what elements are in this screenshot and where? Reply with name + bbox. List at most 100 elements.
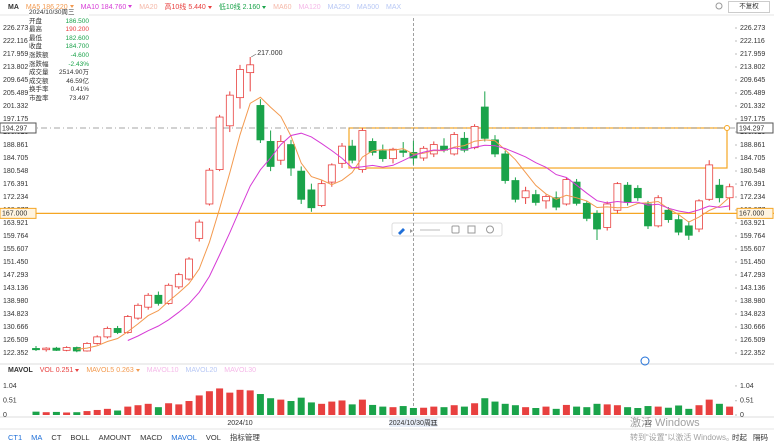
volume-bar xyxy=(583,407,591,415)
indicator[interactable]: MAVOL20 xyxy=(186,367,218,374)
y-tick-label: 138.980 xyxy=(740,298,765,305)
volume-bar xyxy=(654,406,662,415)
price-line-label: 194.297 xyxy=(2,125,27,132)
candle-body xyxy=(623,184,632,203)
price-line-label-box xyxy=(0,122,37,134)
candle-body xyxy=(705,164,714,200)
candle-body xyxy=(552,197,561,208)
indicator[interactable]: MA250 xyxy=(328,4,350,11)
y-tick-label: 143.136 xyxy=(3,285,28,292)
lock-icon[interactable] xyxy=(451,225,460,234)
indicator[interactable]: MAVOL10 xyxy=(147,367,179,374)
candle-body xyxy=(52,347,61,351)
candle-body xyxy=(225,94,234,127)
candle-body xyxy=(542,196,550,202)
candle-body xyxy=(603,203,612,228)
watermark: 转到“设置”以激活 Windows。 xyxy=(630,433,735,442)
price-line-label: 194.297 xyxy=(739,125,764,132)
indicator[interactable]: MAVOL30 xyxy=(224,367,256,374)
ma-line xyxy=(76,96,730,350)
tab[interactable]: CT1 xyxy=(8,433,23,442)
y-tick-label: 226.273 xyxy=(740,25,765,32)
volume-bar xyxy=(185,401,193,415)
event-marker[interactable] xyxy=(640,356,650,366)
info-label: 换手率 xyxy=(29,86,49,94)
volume-bar xyxy=(450,405,458,415)
info-value: 73.497 xyxy=(69,94,89,102)
indicator[interactable]: 低10线 2.160 xyxy=(219,2,266,12)
candle-body xyxy=(195,221,204,239)
arrow-icon[interactable] xyxy=(410,229,413,233)
volume-bar xyxy=(205,391,213,415)
volume-bar xyxy=(297,397,305,415)
candle-body xyxy=(582,202,591,219)
volume-bar xyxy=(154,407,162,415)
info-date: 2024/10/30周三 xyxy=(29,9,75,16)
candle-body xyxy=(674,219,683,233)
y-tick-label: 213.802 xyxy=(3,64,28,71)
volume-bar xyxy=(52,411,60,415)
info-row: 最高 190.200 xyxy=(29,26,89,35)
volume-bar xyxy=(664,407,672,415)
tab[interactable]: MACD xyxy=(140,433,163,442)
tab[interactable]: VOL xyxy=(205,433,221,442)
indicator[interactable]: 高10线 5.440 xyxy=(165,2,212,12)
candle-body xyxy=(348,145,357,161)
adjust-button[interactable]: 不复权 xyxy=(728,1,770,13)
settings-icon[interactable] xyxy=(715,2,723,10)
x-tick-label: 11 xyxy=(430,420,437,427)
indicator[interactable]: MAX xyxy=(386,4,401,11)
volume-bar xyxy=(226,392,234,415)
candle-body xyxy=(358,130,367,170)
tab[interactable]: AMOUNT xyxy=(98,433,132,442)
right-button[interactable]: 时起 xyxy=(732,433,747,442)
indicator[interactable]: MA120 xyxy=(298,4,320,11)
candle-body xyxy=(450,134,459,155)
indicator-tabs: CT1 MA CT BOLL AMOUNT MACD MAVOL VOL 指标管理 xyxy=(0,430,260,445)
tab[interactable]: BOLL xyxy=(70,433,90,442)
candle-body xyxy=(307,189,316,209)
floating-toolbar[interactable] xyxy=(391,222,503,237)
indicator-value: 184.760 xyxy=(100,3,127,11)
indicator[interactable]: MA500 xyxy=(357,4,379,11)
settings-icon[interactable] xyxy=(486,225,494,234)
volume-bar xyxy=(532,408,540,415)
candle-body xyxy=(32,348,40,351)
candle-body xyxy=(134,304,142,319)
right-buttons: 时起 隔码 xyxy=(732,430,768,445)
volume-bar xyxy=(593,403,601,415)
volume-bar xyxy=(481,398,489,415)
indicator[interactable]: VOL 0.251 xyxy=(40,367,80,374)
info-row: 市盈率 73.497 xyxy=(29,95,89,104)
candle-body xyxy=(174,274,183,288)
candle-body xyxy=(317,183,326,206)
pen-icon[interactable] xyxy=(398,228,405,235)
candle-body xyxy=(327,164,336,183)
tab[interactable]: MA xyxy=(31,433,43,442)
y-tick-label: 155.607 xyxy=(740,246,765,253)
tab[interactable]: MAVOL xyxy=(171,433,197,442)
tab[interactable]: 指标管理 xyxy=(229,433,260,442)
x-tick-label: 12 xyxy=(644,420,652,427)
candle-body xyxy=(429,144,438,155)
volume-bar xyxy=(379,406,387,415)
volume-bar xyxy=(338,400,346,415)
indicator[interactable]: MA60 xyxy=(273,4,291,11)
indicator[interactable]: MA20 xyxy=(139,4,157,11)
delete-icon[interactable] xyxy=(467,225,476,234)
candle-body xyxy=(62,347,71,351)
indicator[interactable]: MA10 184.760 xyxy=(81,4,133,11)
price-line-label: 167.000 xyxy=(2,211,27,218)
right-button[interactable]: 隔码 xyxy=(753,433,768,442)
y-tick-label: 217.959 xyxy=(3,51,28,58)
y-tick-label: 222.116 xyxy=(740,38,765,45)
y-tick-label: 184.705 xyxy=(740,155,765,162)
indicator[interactable]: MAVOL5 0.263 xyxy=(86,367,139,374)
candle-body xyxy=(593,212,601,230)
indicator[interactable]: MA5 186.220 xyxy=(26,4,74,11)
info-value: -2.43% xyxy=(68,60,89,68)
candle-body xyxy=(123,316,132,333)
volume-bar xyxy=(624,407,632,415)
y-tick-label: 197.175 xyxy=(3,116,28,123)
tab[interactable]: CT xyxy=(51,433,62,442)
